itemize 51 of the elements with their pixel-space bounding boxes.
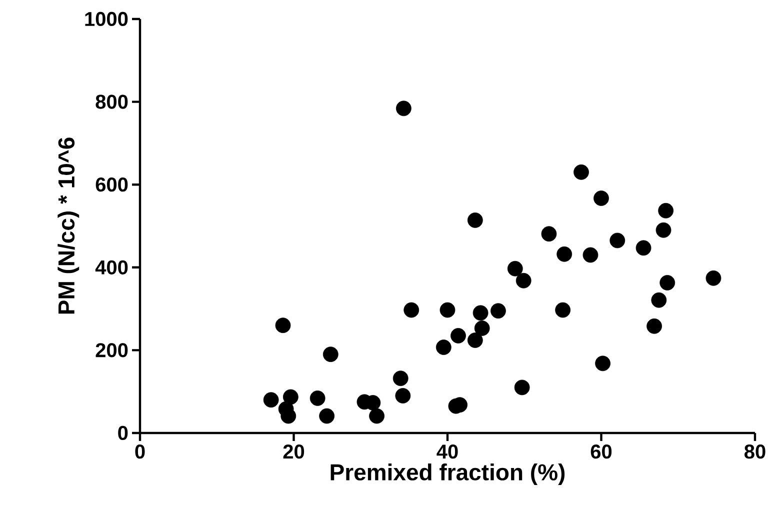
point — [322, 346, 338, 362]
point — [369, 408, 384, 424]
point — [395, 388, 411, 404]
point — [610, 232, 626, 248]
point — [636, 240, 652, 256]
point — [263, 392, 279, 408]
point — [646, 318, 662, 334]
y-tick-label: 800 — [96, 94, 128, 109]
point — [556, 246, 572, 262]
point — [472, 305, 488, 321]
x-tick-label: 80 — [744, 444, 766, 459]
point — [310, 390, 326, 406]
point — [541, 226, 557, 242]
y-tick-label: 600 — [96, 178, 128, 192]
point — [467, 332, 483, 348]
point — [555, 302, 571, 318]
x-axis-title: Premixed fraction (%) — [330, 464, 565, 485]
point — [396, 100, 412, 116]
y-tick-label: 400 — [95, 260, 128, 274]
point — [282, 389, 298, 405]
point — [706, 270, 722, 286]
x-tick-label: 40 — [436, 444, 458, 459]
point — [574, 164, 589, 180]
y-tick-label: 1000 — [85, 12, 128, 26]
point — [658, 202, 674, 218]
point — [440, 302, 456, 318]
point — [319, 408, 335, 424]
y-tick-label: 200 — [96, 343, 128, 358]
point — [595, 356, 610, 372]
y-axis-title: PM (N/cc) * 10^6 — [58, 138, 80, 314]
x-tick-label: 60 — [590, 444, 612, 459]
point — [404, 302, 420, 318]
point — [436, 340, 452, 355]
point — [582, 247, 598, 263]
point — [507, 260, 523, 276]
y-tick-label: 0 — [118, 426, 128, 440]
x-tick-label: 20 — [283, 444, 304, 459]
point — [280, 408, 296, 424]
point — [514, 380, 530, 396]
point — [660, 275, 676, 290]
point — [651, 292, 667, 308]
point — [450, 328, 466, 344]
point — [275, 318, 291, 334]
x-tick-label: 0 — [135, 444, 145, 459]
point — [656, 222, 672, 238]
point — [594, 190, 609, 206]
point — [474, 320, 490, 336]
point — [467, 212, 483, 228]
point — [490, 303, 506, 319]
point — [392, 370, 408, 386]
point — [516, 272, 532, 288]
